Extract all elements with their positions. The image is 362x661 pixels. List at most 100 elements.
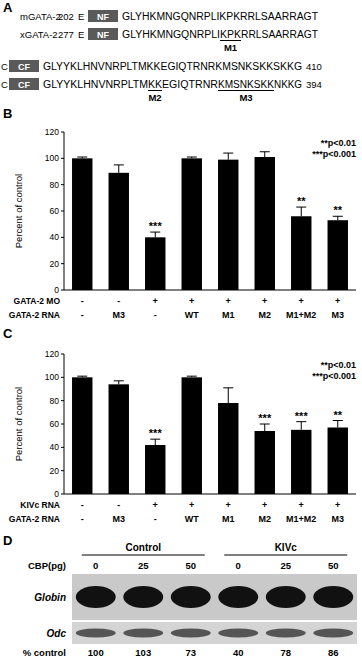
band	[218, 586, 258, 608]
bar	[109, 384, 129, 494]
sequence: EGIQTRNR	[162, 79, 218, 90]
tick-label: 40	[50, 442, 60, 452]
error-bar	[296, 422, 306, 430]
figure: AmGATA-2202ENFGLYHKMNGQNRPLIKPKRRLSAARRA…	[0, 0, 362, 661]
error-bar	[333, 216, 343, 220]
sequence: KK	[148, 79, 162, 90]
error-cap	[260, 151, 270, 152]
marks	[72, 152, 348, 290]
percent: 103	[135, 647, 151, 658]
bar	[182, 377, 202, 494]
error-bar	[260, 152, 270, 157]
underline	[220, 40, 241, 41]
condition-value: M3	[331, 310, 344, 320]
condition-value: WT	[185, 514, 199, 524]
chart: BPercent of control020406080100120******…	[3, 106, 356, 320]
x-axis	[64, 494, 356, 495]
condition-value: M1+M2	[286, 310, 316, 320]
condition-value: M1	[222, 310, 235, 320]
condition-label: KIVc RNA	[20, 500, 60, 510]
bar	[218, 403, 238, 494]
condition-value: +	[189, 500, 194, 510]
error-cap	[77, 157, 87, 158]
error-stem	[155, 439, 156, 445]
significance: ***	[149, 427, 163, 439]
error-bar	[187, 157, 197, 158]
position: 277	[58, 29, 74, 40]
sequence: RRLSAARRAGT	[241, 29, 318, 40]
chart: CPercent of control020406080100120******…	[3, 326, 356, 524]
error-bar	[114, 381, 124, 385]
condition-value: M2	[258, 514, 271, 524]
panel-label: D	[3, 533, 12, 548]
error-cap	[223, 153, 233, 154]
significance: **	[297, 195, 306, 207]
error-bar	[333, 421, 343, 428]
condition-value: M3	[112, 310, 125, 320]
end-position: 394	[306, 79, 322, 90]
condition-value: +	[153, 296, 158, 306]
error-stem	[228, 153, 229, 160]
domain-box	[9, 78, 39, 90]
condition-value: M1	[222, 514, 235, 524]
dose-label: CBP(pg)	[28, 560, 66, 571]
bar	[291, 216, 311, 290]
bar	[145, 237, 165, 290]
tick	[61, 470, 64, 471]
error-stem	[118, 381, 119, 385]
band	[266, 629, 306, 638]
tick	[61, 494, 64, 495]
condition-value: +	[299, 500, 304, 510]
tick-label: 100	[45, 153, 59, 163]
bar	[72, 377, 92, 494]
band	[123, 586, 163, 608]
sequence: GLYHKMNGQNRPLIKPKRRLSAARRAGT	[122, 11, 318, 22]
mutation-label: M2	[148, 92, 161, 103]
tick	[61, 211, 64, 212]
sequence: GLYYKLHNVNRPLTMKKEGIQTRNRKMSNKSKKSKKG	[43, 61, 302, 72]
error-bar	[77, 376, 87, 377]
condition-value: -	[117, 296, 120, 306]
tick	[61, 184, 64, 185]
dose: 0	[93, 560, 98, 571]
percent: 40	[233, 647, 244, 658]
tick-label: 80	[50, 180, 60, 190]
tick	[61, 447, 64, 448]
sequence: GLYYKLHNVNRPLTM	[43, 79, 148, 90]
annotation: ***p<0.001	[312, 371, 356, 381]
bar	[218, 160, 238, 290]
band	[266, 586, 306, 608]
mutation-label: M1	[224, 42, 238, 53]
tick-label: 60	[50, 206, 60, 216]
domain: NF	[97, 12, 109, 22]
significance: **	[333, 409, 342, 421]
bar	[182, 158, 202, 290]
band	[123, 629, 163, 638]
group-label: Control	[125, 542, 161, 553]
bar	[291, 430, 311, 494]
condition-value: -	[154, 310, 157, 320]
domain: NF	[97, 30, 109, 40]
condition-value: +	[335, 296, 340, 306]
error-cap	[223, 387, 233, 388]
percent: 86	[328, 647, 339, 658]
underline	[218, 90, 274, 91]
domain-box	[9, 60, 39, 72]
tick-label: 80	[50, 396, 60, 406]
mutation-label: M3	[239, 92, 252, 103]
condition-value: +	[335, 500, 340, 510]
annotation: **p<0.01	[321, 360, 356, 370]
error-cap	[77, 376, 87, 377]
percent: 100	[88, 647, 104, 658]
bar	[255, 431, 275, 494]
tick-label: 20	[50, 259, 60, 269]
y-axis-label: Percent of control	[13, 387, 24, 461]
error-stem	[337, 421, 338, 428]
panel-label: A	[3, 0, 13, 15]
condition-value: +	[299, 296, 304, 306]
tick-label: 100	[45, 372, 59, 382]
error-bar	[296, 207, 306, 216]
error-bar	[223, 153, 233, 160]
tick-label: 60	[50, 419, 60, 429]
band-label: Globin	[34, 592, 66, 603]
